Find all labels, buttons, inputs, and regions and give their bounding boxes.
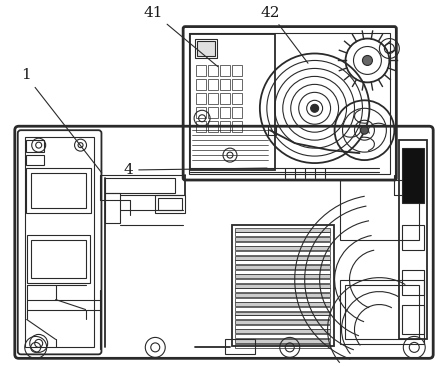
Bar <box>235 307 329 310</box>
Bar <box>190 34 275 170</box>
Bar <box>196 107 206 118</box>
Bar <box>235 344 329 348</box>
Text: 4: 4 <box>123 163 267 177</box>
Bar <box>235 292 329 296</box>
Bar <box>196 93 206 104</box>
Circle shape <box>311 104 319 112</box>
Bar <box>232 225 333 346</box>
Bar <box>27 235 90 283</box>
Bar <box>195 38 217 59</box>
Bar <box>235 242 329 246</box>
Bar <box>208 66 218 76</box>
Bar <box>26 168 91 213</box>
Bar <box>232 93 242 104</box>
Bar <box>235 321 329 325</box>
Bar <box>235 246 329 250</box>
Bar <box>197 41 215 56</box>
Bar <box>235 302 329 306</box>
Bar <box>31 240 86 278</box>
Bar <box>268 125 276 135</box>
Bar <box>235 251 329 255</box>
Bar <box>196 121 206 132</box>
Bar <box>402 225 424 250</box>
Bar <box>105 193 120 223</box>
Bar <box>220 66 230 76</box>
Bar <box>26 155 44 165</box>
Bar <box>208 79 218 90</box>
Circle shape <box>362 56 373 66</box>
Bar <box>235 228 329 232</box>
Bar <box>235 298 329 302</box>
Bar <box>220 107 230 118</box>
Bar <box>220 93 230 104</box>
Bar <box>31 173 86 208</box>
Bar <box>232 107 242 118</box>
Bar <box>402 148 424 203</box>
Bar <box>208 121 218 132</box>
Bar <box>232 121 242 132</box>
Bar <box>105 178 175 193</box>
Bar <box>155 195 185 213</box>
Bar <box>402 305 424 335</box>
Bar <box>235 274 329 278</box>
Bar <box>225 339 255 354</box>
Bar <box>196 79 206 90</box>
Bar <box>345 285 419 339</box>
Bar <box>208 93 218 104</box>
Bar <box>25 137 95 347</box>
Bar <box>235 260 329 264</box>
Bar <box>232 66 242 76</box>
Bar <box>235 270 329 274</box>
Bar <box>235 265 329 269</box>
Bar <box>235 288 329 292</box>
Bar <box>189 33 390 174</box>
Bar <box>158 198 182 210</box>
Bar <box>26 140 44 152</box>
Bar <box>235 284 329 288</box>
Bar <box>340 280 424 344</box>
Bar <box>235 237 329 241</box>
Text: 1: 1 <box>21 68 102 173</box>
Bar <box>196 66 206 76</box>
Bar <box>235 256 329 260</box>
Bar <box>235 232 329 236</box>
Bar <box>235 279 329 283</box>
Bar <box>232 79 242 90</box>
Bar <box>235 339 329 343</box>
Bar <box>220 121 230 132</box>
Bar <box>340 180 419 240</box>
Bar <box>220 79 230 90</box>
Bar <box>235 311 329 315</box>
Bar <box>235 335 329 339</box>
Circle shape <box>361 126 369 134</box>
Bar <box>208 107 218 118</box>
Bar <box>399 140 427 339</box>
Text: 42: 42 <box>260 5 308 63</box>
Bar <box>235 315 329 320</box>
Text: 41: 41 <box>143 5 218 67</box>
Bar <box>235 329 329 333</box>
Bar <box>402 270 424 295</box>
Bar <box>235 325 329 329</box>
